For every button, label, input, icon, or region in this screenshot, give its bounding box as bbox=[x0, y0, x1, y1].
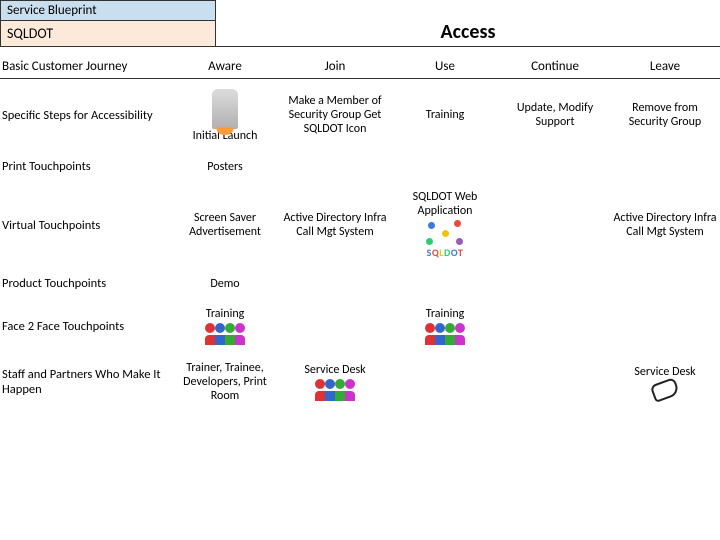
cell: Initial Launch bbox=[170, 79, 280, 152]
cell-text: Service Desk bbox=[304, 363, 365, 377]
cell bbox=[610, 151, 720, 182]
header-blueprint: Service Blueprint bbox=[0, 0, 216, 21]
phase-use: Use bbox=[390, 53, 500, 79]
cell-text: Make a Member of Security Group Get SQLD… bbox=[282, 94, 388, 136]
cell bbox=[500, 151, 610, 182]
cell: Service Desk bbox=[280, 353, 390, 411]
row-label: Basic Customer Journey bbox=[0, 53, 170, 79]
blueprint-grid: Basic Customer JourneyAwareJoinUseContin… bbox=[0, 53, 720, 411]
blueprint-row: Virtual TouchpointsScreen Saver Advertis… bbox=[0, 182, 720, 268]
cell-text: Update, Modify Support bbox=[502, 101, 608, 129]
header-sqldot: SQLDOT bbox=[0, 21, 216, 47]
row-label: Face 2 Face Touchpoints bbox=[0, 299, 170, 353]
blueprint-row: Face 2 Face Touchpoints Training Training bbox=[0, 299, 720, 353]
cell: Remove from Security Group bbox=[610, 79, 720, 152]
cell-text: Demo bbox=[210, 277, 239, 291]
row-label: Staff and Partners Who Make It Happen bbox=[0, 353, 170, 411]
row-label: Product Touchpoints bbox=[0, 268, 170, 299]
cell-text: Screen Saver Advertisement bbox=[172, 211, 278, 239]
cell bbox=[280, 268, 390, 299]
cell-text: Active Directory Infra Call Mgt System bbox=[282, 211, 388, 239]
cell-text: Training bbox=[426, 108, 465, 122]
row-label: Virtual Touchpoints bbox=[0, 182, 170, 268]
network-icon bbox=[424, 220, 466, 246]
cell bbox=[390, 353, 500, 411]
phase-header-row: Basic Customer JourneyAwareJoinUseContin… bbox=[0, 53, 720, 79]
cell bbox=[500, 299, 610, 353]
cell bbox=[280, 151, 390, 182]
cell-text: Training bbox=[426, 307, 465, 321]
cell bbox=[500, 353, 610, 411]
cell bbox=[610, 268, 720, 299]
row-label: Print Touchpoints bbox=[0, 151, 170, 182]
blueprint-row: Specific Steps for AccessibilityInitial … bbox=[0, 79, 720, 152]
cell: Training bbox=[170, 299, 280, 353]
cell bbox=[500, 268, 610, 299]
people-icon bbox=[425, 323, 465, 345]
blueprint-row: Print Touchpoints Posters bbox=[0, 151, 720, 182]
cell: Active Directory Infra Call Mgt System bbox=[610, 182, 720, 268]
row-label: Specific Steps for Accessibility bbox=[0, 79, 170, 152]
phase-continue: Continue bbox=[500, 53, 610, 79]
cell: Screen Saver Advertisement bbox=[170, 182, 280, 268]
cell: Service Desk bbox=[610, 353, 720, 411]
blueprint-row: Product Touchpoints Demo bbox=[0, 268, 720, 299]
cell bbox=[280, 299, 390, 353]
cell bbox=[390, 268, 500, 299]
cell bbox=[500, 182, 610, 268]
cell: SQLDOT Web Application SQLDOT bbox=[390, 182, 500, 268]
cell-text: Training bbox=[206, 307, 245, 321]
cell-text: Service Desk bbox=[634, 365, 695, 379]
cell-text: Posters bbox=[207, 160, 242, 174]
cell-text: SQLDOT Web Application bbox=[392, 190, 498, 218]
people-icon bbox=[205, 323, 245, 345]
phase-leave: Leave bbox=[610, 53, 720, 79]
phase-aware: Aware bbox=[170, 53, 280, 79]
cell bbox=[390, 151, 500, 182]
cell: Active Directory Infra Call Mgt System bbox=[280, 182, 390, 268]
phone-icon bbox=[650, 377, 681, 403]
cell-text: Trainer, Trainee, Developers, Print Room bbox=[172, 361, 278, 403]
people-icon bbox=[315, 379, 355, 401]
cell-text: Active Directory Infra Call Mgt System bbox=[612, 211, 718, 239]
cell: Update, Modify Support bbox=[500, 79, 610, 152]
cell: Training bbox=[390, 299, 500, 353]
cell: Training bbox=[390, 79, 500, 152]
header-access: Access bbox=[216, 20, 720, 47]
sqldot-logo: SQLDOT bbox=[427, 246, 464, 259]
cell: Posters bbox=[170, 151, 280, 182]
cell: Trainer, Trainee, Developers, Print Room bbox=[170, 353, 280, 411]
cell bbox=[610, 299, 720, 353]
cell: Demo bbox=[170, 268, 280, 299]
blueprint-row: Staff and Partners Who Make It HappenTra… bbox=[0, 353, 720, 411]
rocket-icon bbox=[212, 89, 238, 129]
phase-join: Join bbox=[280, 53, 390, 79]
cell-text: Remove from Security Group bbox=[612, 101, 718, 129]
cell: Make a Member of Security Group Get SQLD… bbox=[280, 79, 390, 152]
